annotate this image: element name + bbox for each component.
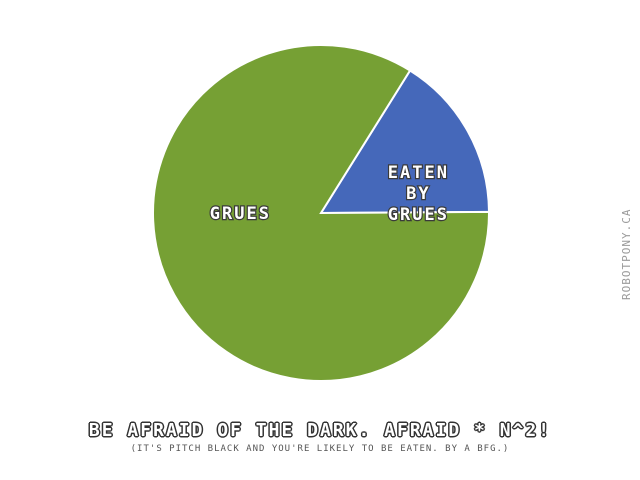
pie-label-grues: GRUES xyxy=(210,204,271,224)
pie-slice-grues xyxy=(152,44,491,382)
credit-watermark: ROBOTPONY.CA xyxy=(620,208,633,300)
pie-slice-eaten-by-grues xyxy=(319,69,491,215)
chart-title: BE AFRAID OF THE DARK. AFRAID * N^2! xyxy=(88,420,552,441)
chart-subtitle: (IT'S PITCH BLACK AND YOU'RE LIKELY TO B… xyxy=(130,444,510,454)
pie-label-eaten-by-grues: EATEN BY GRUES xyxy=(388,163,449,225)
pie-labels: EATEN BY GRUES GRUES xyxy=(209,162,449,226)
pie-slices xyxy=(152,44,491,382)
